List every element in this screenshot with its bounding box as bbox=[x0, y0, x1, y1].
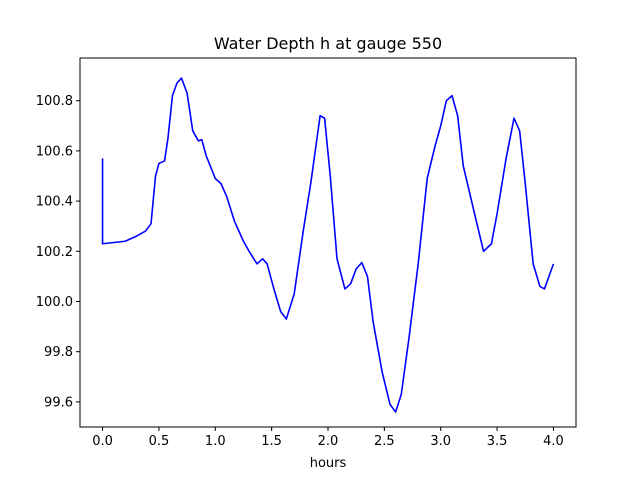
y-axis: 99.6 99.8 100.0 100.2 100.4 100.6 100.8 bbox=[36, 94, 80, 410]
data-layer bbox=[101, 77, 555, 413]
y-tick-label: 99.6 bbox=[44, 395, 73, 410]
x-tick-label: 1.0 bbox=[205, 434, 226, 449]
y-tick-label: 100.6 bbox=[36, 144, 73, 159]
x-tick-label: 3.0 bbox=[430, 434, 451, 449]
series-line-1 bbox=[101, 77, 555, 413]
x-tick-label: 4.0 bbox=[543, 434, 564, 449]
x-tick-label: 0.5 bbox=[149, 434, 170, 449]
x-tick-label: 0.0 bbox=[92, 434, 113, 449]
y-tick-label: 100.8 bbox=[36, 94, 73, 109]
plot-area bbox=[79, 57, 577, 428]
chart-title: Water Depth h at gauge 550 bbox=[214, 34, 442, 53]
y-tick-label: 100.4 bbox=[36, 195, 73, 210]
y-tick-label: 100.0 bbox=[36, 295, 73, 310]
x-tick-label: 1.5 bbox=[261, 434, 282, 449]
x-axis-label: hours bbox=[310, 456, 347, 471]
plot-frame bbox=[79, 57, 577, 428]
x-tick-label: 2.0 bbox=[318, 434, 339, 449]
x-tick-label: 2.5 bbox=[374, 434, 395, 449]
y-tick-label: 100.2 bbox=[36, 245, 73, 260]
x-tick-label: 3.5 bbox=[487, 434, 508, 449]
y-tick-label: 99.8 bbox=[44, 345, 73, 360]
x-axis: 0.0 0.5 1.0 1.5 2.0 2.5 3.0 3.5 4.0 bbox=[92, 427, 564, 449]
